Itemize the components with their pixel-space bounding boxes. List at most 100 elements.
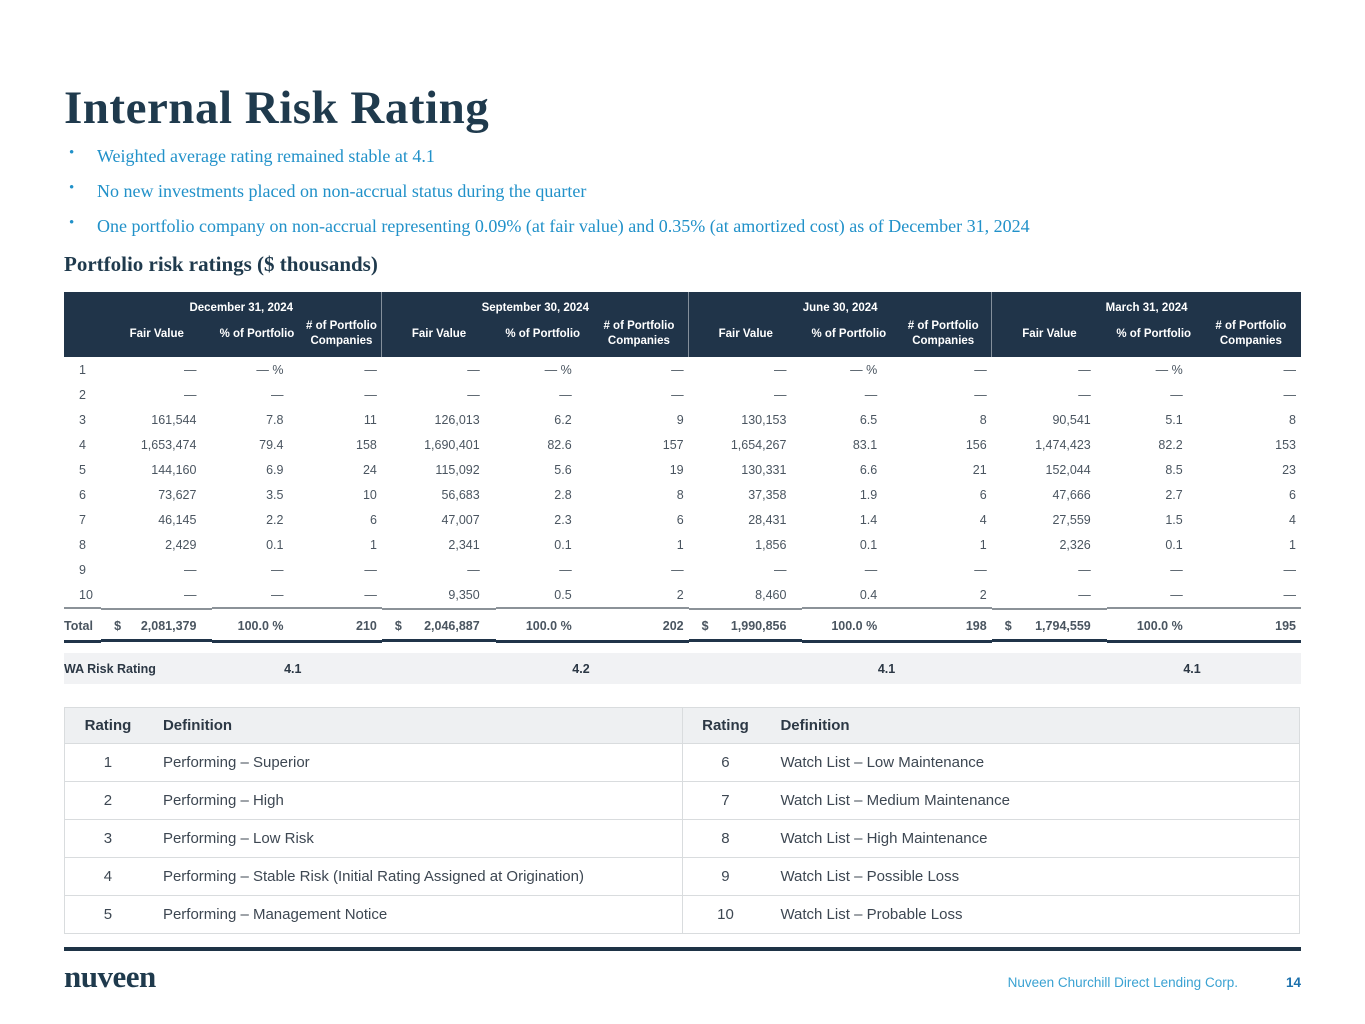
cell-pct: — % xyxy=(850,362,878,377)
cell-fair-value: 152,044 xyxy=(1045,462,1091,477)
corner-cell xyxy=(64,317,102,358)
column-header-pct: % of Portfolio xyxy=(212,317,302,358)
cell-companies: — xyxy=(364,587,377,602)
cell-companies: 153 xyxy=(1275,437,1296,452)
cell-fair-value: — xyxy=(467,562,480,577)
wa-risk-rating-row: WA Risk Rating 4.1 4.2 4.1 4.1 xyxy=(64,653,1301,685)
risk-row: 1 — — % — — — % — — — % — — — % — xyxy=(64,357,1301,382)
cell-companies: 11 xyxy=(363,412,377,427)
cell-companies: 10 xyxy=(362,487,377,502)
wa-value: 4.1 xyxy=(802,653,896,685)
cell-companies: 4 xyxy=(979,512,987,527)
column-header-companies: # of Portfolio Companies xyxy=(1200,317,1301,358)
cell-companies: — xyxy=(364,362,377,377)
cell-companies: 6 xyxy=(369,512,377,527)
cell-fair-value: — xyxy=(1078,387,1091,402)
cell-companies: 9 xyxy=(676,412,684,427)
cell-fair-value: 115,092 xyxy=(435,462,480,477)
definition-row: 10 Watch List – Probable Loss xyxy=(682,895,1300,935)
definition-header: Definition xyxy=(768,707,1300,745)
rating-cell: 8 xyxy=(682,819,769,859)
total-label: Total xyxy=(64,607,102,644)
dollar-sign: $ xyxy=(114,619,122,634)
table-title: Portfolio risk ratings ($ thousands) xyxy=(64,252,378,277)
cell-companies: 8 xyxy=(676,487,684,502)
quarter-header: June 30, 2024 xyxy=(688,292,992,318)
cell-fair-value: 130,331 xyxy=(741,462,787,477)
portfolio-risk-table: December 31, 2024 September 30, 2024 Jun… xyxy=(64,292,1301,644)
cell-companies: — xyxy=(1283,387,1297,402)
cell-fair-value: 56,683 xyxy=(441,487,480,502)
cell-pct: 2.7 xyxy=(1165,487,1183,502)
cell-fair-value: — xyxy=(773,562,787,577)
wa-value: 4.2 xyxy=(495,653,590,685)
cell-fair-value: 2,326 xyxy=(1059,537,1091,552)
cell-fair-value: — xyxy=(467,362,480,377)
cell-companies: — xyxy=(364,387,377,402)
rating-cell: 10 xyxy=(682,895,769,935)
bullet-item: Weighted average rating remained stable … xyxy=(64,146,1301,167)
cell-fair-value: 126,013 xyxy=(434,412,480,427)
cell-companies: 8 xyxy=(1289,412,1296,427)
cell-pct: — % xyxy=(256,362,284,377)
cell-fair-value: — xyxy=(183,562,197,577)
cell-fair-value: 90,541 xyxy=(1052,412,1091,427)
dollar-sign: $ xyxy=(394,619,402,634)
cell-rating: 5 xyxy=(79,462,86,477)
cell-pct: 6.9 xyxy=(266,462,284,477)
total-companies: 195 xyxy=(1200,607,1301,644)
bullet-text: Weighted average rating remained stable … xyxy=(97,146,435,167)
total-row: Total $2,081,379 100.0 % 210 $2,046,887 … xyxy=(64,607,1301,644)
risk-row: 8 2,429 0.1 1 2,341 0.1 1 1,856 0.1 1 2,… xyxy=(64,532,1301,557)
dollar-sign: $ xyxy=(701,619,709,634)
total-pct: 100.0 % xyxy=(212,607,302,644)
quarter-header: March 31, 2024 xyxy=(991,292,1301,318)
column-header-companies: # of Portfolio Companies xyxy=(301,317,382,358)
total-companies: 202 xyxy=(589,607,689,644)
risk-row: 6 73,627 3.5 10 56,683 2.8 8 37,358 1.9 … xyxy=(64,482,1301,507)
cell-companies: — xyxy=(671,362,684,377)
definition-cell: Performing – High xyxy=(150,781,682,821)
cell-rating: 1 xyxy=(79,362,86,377)
risk-row: 2 — — — — — — — — — — — — xyxy=(64,382,1301,407)
cell-pct: 2.2 xyxy=(266,512,284,527)
cell-companies: 1 xyxy=(979,537,987,552)
cell-pct: 1.5 xyxy=(1165,512,1183,527)
page-number: 14 xyxy=(1285,975,1301,991)
rating-cell: 2 xyxy=(64,781,151,821)
cell-fair-value: — xyxy=(773,387,787,402)
quarter-header: December 31, 2024 xyxy=(101,292,382,318)
risk-row: 4 1,653,474 79.4 158 1,690,401 82.6 157 … xyxy=(64,432,1301,457)
cell-companies: 158 xyxy=(356,437,377,452)
cell-companies: 6 xyxy=(676,512,684,527)
total-fair-value: $2,046,887 xyxy=(381,608,496,642)
rating-header: Rating xyxy=(64,707,151,745)
cell-fair-value: 73,627 xyxy=(158,487,197,502)
cell-fair-value: 1,690,401 xyxy=(424,437,480,452)
bullet-text: One portfolio company on non-accrual rep… xyxy=(97,216,1030,237)
definitions-table-left: Rating Definition 1 Performing – Superio… xyxy=(64,707,683,935)
cell-fair-value: — xyxy=(467,387,480,402)
cell-pct: 6.6 xyxy=(859,462,878,477)
definition-header: Definition xyxy=(150,707,682,745)
rating-header: Rating xyxy=(682,707,769,745)
total-fair-value: $1,990,856 xyxy=(688,608,803,642)
cell-pct: 79.4 xyxy=(259,437,284,452)
cell-rating: 9 xyxy=(79,562,86,577)
bullet-item: One portfolio company on non-accrual rep… xyxy=(64,216,1301,237)
cell-fair-value: — xyxy=(183,362,197,377)
column-header-fair-value: Fair Value xyxy=(688,317,803,358)
cell-pct: 0.1 xyxy=(554,537,572,552)
cell-companies: 156 xyxy=(965,437,987,452)
cell-companies: — xyxy=(364,562,377,577)
cell-companies: 4 xyxy=(1289,512,1296,527)
cell-pct: 82.2 xyxy=(1158,437,1183,452)
risk-table-body: 1 — — % — — — % — — — % — — — % — xyxy=(64,357,1301,608)
definition-row: 1 Performing – Superior xyxy=(64,743,682,783)
cell-pct: — xyxy=(1170,387,1183,402)
cell-fair-value: 2,341 xyxy=(448,537,480,552)
rating-cell: 7 xyxy=(682,781,769,821)
column-header-pct: % of Portfolio xyxy=(1106,317,1201,358)
cell-fair-value: 1,653,474 xyxy=(140,437,197,452)
